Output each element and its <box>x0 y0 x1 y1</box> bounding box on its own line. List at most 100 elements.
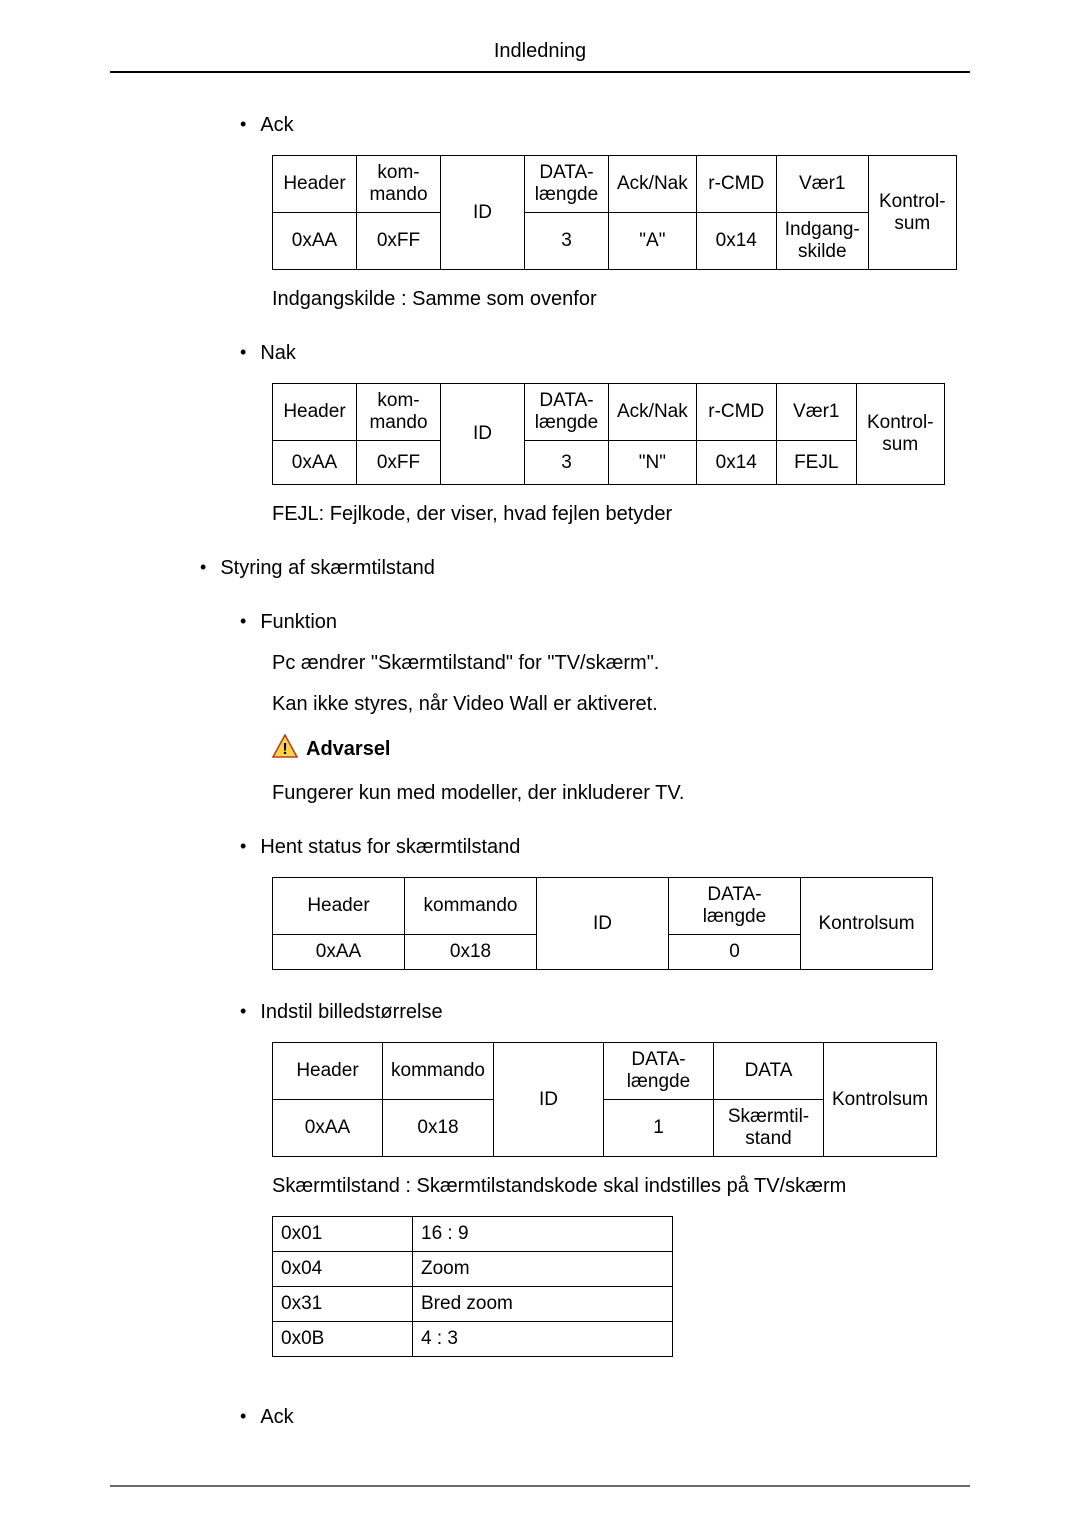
bullet-section2: • Styring af skærmtilstand <box>200 556 970 580</box>
bullet-ack: • Ack <box>240 113 970 137</box>
th-acknak: Ack/Nak <box>609 156 697 213</box>
table-row: 0xAA 0xFF 3 "A" 0x14 Indgang-skilde <box>273 213 957 270</box>
indstil-caption: Skærmtilstand : Skærmtilstandskode skal … <box>272 1175 970 1198</box>
cell: 1 <box>604 1100 714 1157</box>
table-row: 0x04 Zoom <box>273 1252 673 1287</box>
indstil-title: Indstil billedstørrelse <box>260 1000 442 1024</box>
th-id: ID <box>494 1043 604 1157</box>
th-datalen: DATA-længde <box>669 878 801 935</box>
ack-caption: Indgangskilde : Samme som ovenfor <box>272 288 970 311</box>
th-header: Header <box>273 878 405 935</box>
bullet-ack-label: Ack <box>260 113 293 137</box>
th-rcmd: r-CMD <box>696 384 776 441</box>
nak-table: Header kom-mando ID DATA-længde Ack/Nak … <box>272 383 945 485</box>
cell: 0x0B <box>273 1322 413 1357</box>
cell: 3 <box>525 213 609 270</box>
cell: 0xAA <box>273 1100 383 1157</box>
funktion-line1: Pc ændrer "Skærmtilstand" for "TV/skærm"… <box>272 652 970 675</box>
cell: 0xFF <box>357 213 441 270</box>
svg-text:!: ! <box>282 741 287 758</box>
th-header: Header <box>273 384 357 441</box>
th-vaer1: Vær1 <box>776 156 868 213</box>
table-row: Header kommando ID DATA-længde DATA Kont… <box>273 1043 937 1100</box>
cell: Skærmtil-stand <box>714 1100 824 1157</box>
funktion-line3: Fungerer kun med modeller, der inkludere… <box>272 782 970 805</box>
table-row: 0xAA 0xFF 3 "N" 0x14 FEJL <box>273 441 945 485</box>
nak-caption: FEJL: Fejlkode, der viser, hvad fejlen b… <box>272 503 970 526</box>
th-datalen: DATA-længde <box>525 384 609 441</box>
cell: 0xAA <box>273 441 357 485</box>
cell: Indgang-skilde <box>776 213 868 270</box>
cell: 0x04 <box>273 1252 413 1287</box>
table-row: 0x01 16 : 9 <box>273 1217 673 1252</box>
cell: 0x18 <box>383 1100 494 1157</box>
cell: Bred zoom <box>413 1287 673 1322</box>
cell: 0x31 <box>273 1287 413 1322</box>
page-title: Indledning <box>110 40 970 73</box>
bullet-ack-2-label: Ack <box>260 1405 293 1429</box>
cell: 0 <box>669 935 801 970</box>
cell: 0xFF <box>357 441 441 485</box>
table-row: 0x31 Bred zoom <box>273 1287 673 1322</box>
bullet-nak: • Nak <box>240 341 970 365</box>
indstil-table: Header kommando ID DATA-længde DATA Kont… <box>272 1042 937 1157</box>
th-datalen: DATA-længde <box>604 1043 714 1100</box>
bullet-dot-icon: • <box>240 835 246 857</box>
th-data: DATA <box>714 1043 824 1100</box>
bullet-indstil: • Indstil billedstørrelse <box>240 1000 970 1024</box>
th-id: ID <box>537 878 669 970</box>
bullet-dot-icon: • <box>240 1000 246 1022</box>
cell: Zoom <box>413 1252 673 1287</box>
bullet-funktion: • Funktion <box>240 610 970 634</box>
bullet-dot-icon: • <box>240 113 246 135</box>
th-kontrolsum: Kontrol-sum <box>856 384 944 485</box>
funktion-line2: Kan ikke styres, når Video Wall er aktiv… <box>272 693 970 716</box>
cell: 0xAA <box>273 935 405 970</box>
codes-table: 0x01 16 : 9 0x04 Zoom 0x31 Bred zoom 0x0… <box>272 1216 673 1357</box>
th-kontrolsum: Kontrolsum <box>801 878 933 970</box>
cell: 0x14 <box>696 213 776 270</box>
warning-icon: ! <box>272 734 298 764</box>
th-vaer1: Vær1 <box>776 384 856 441</box>
th-kommando: kom-mando <box>357 156 441 213</box>
cell: 0x01 <box>273 1217 413 1252</box>
th-datalen: DATA-længde <box>525 156 609 213</box>
th-id: ID <box>441 156 525 270</box>
cell: "N" <box>609 441 697 485</box>
th-kontrolsum: Kontrolsum <box>824 1043 937 1157</box>
hent-status-title: Hent status for skærmtilstand <box>260 835 520 859</box>
cell: 0x14 <box>696 441 776 485</box>
cell: 16 : 9 <box>413 1217 673 1252</box>
bullet-dot-icon: • <box>240 1405 246 1427</box>
footer-rule <box>110 1485 970 1487</box>
bullet-nak-label: Nak <box>260 341 296 365</box>
th-rcmd: r-CMD <box>696 156 776 213</box>
th-kommando: kommando <box>405 878 537 935</box>
bullet-hent-status: • Hent status for skærmtilstand <box>240 835 970 859</box>
th-kontrolsum: Kontrol-sum <box>868 156 956 270</box>
table-row: Header kom-mando ID DATA-længde Ack/Nak … <box>273 156 957 213</box>
cell: 4 : 3 <box>413 1322 673 1357</box>
bullet-dot-icon: • <box>240 341 246 363</box>
cell: FEJL <box>776 441 856 485</box>
advarsel-label: Advarsel <box>306 738 391 761</box>
bullet-dot-icon: • <box>240 610 246 632</box>
hent-table: Header kommando ID DATA-længde Kontrolsu… <box>272 877 933 970</box>
th-kommando: kommando <box>383 1043 494 1100</box>
th-acknak: Ack/Nak <box>609 384 697 441</box>
cell: 0x18 <box>405 935 537 970</box>
cell: "A" <box>609 213 697 270</box>
cell: 0xAA <box>273 213 357 270</box>
cell: 3 <box>525 441 609 485</box>
bullet-ack-2: • Ack <box>240 1405 970 1429</box>
table-row: 0x0B 4 : 3 <box>273 1322 673 1357</box>
table-row: Header kom-mando ID DATA-længde Ack/Nak … <box>273 384 945 441</box>
th-kommando: kom-mando <box>357 384 441 441</box>
table-row: Header kommando ID DATA-længde Kontrolsu… <box>273 878 933 935</box>
bullet-dot-icon: • <box>200 556 206 578</box>
warning-row: ! Advarsel <box>272 734 970 764</box>
th-header: Header <box>273 156 357 213</box>
section2-title: Styring af skærmtilstand <box>220 556 435 580</box>
th-header: Header <box>273 1043 383 1100</box>
ack-table: Header kom-mando ID DATA-længde Ack/Nak … <box>272 155 957 270</box>
